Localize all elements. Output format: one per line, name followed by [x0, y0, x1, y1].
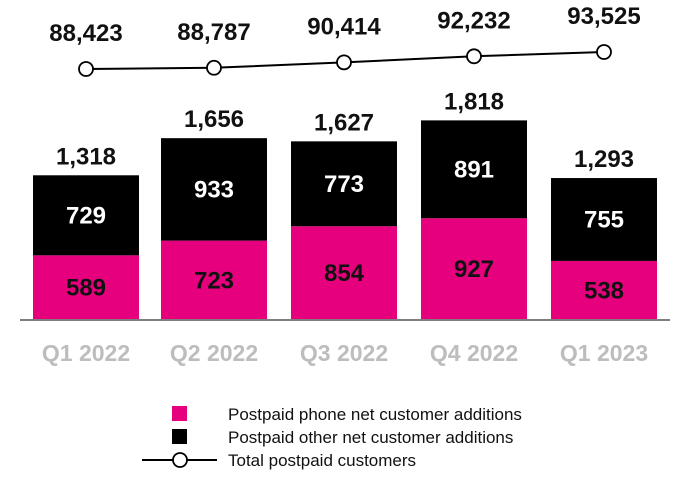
labels-layer: 589 729 1,318 Q1 2022 723 933 1,656 Q2 2022 854 7…: [42, 88, 648, 366]
bar-total-label-2: 1,656: [184, 106, 244, 133]
x-tick-label-1: Q1 2022: [42, 340, 130, 366]
bar-phone-5: [551, 260, 657, 320]
x-tick-label-4: Q4 2022: [430, 340, 518, 366]
bar-other-value-5: 755: [584, 206, 624, 233]
bar-other-1: [33, 175, 139, 256]
bar-other-value-3: 773: [324, 171, 364, 198]
legend-label-phone: Postpaid phone net customer additions: [228, 405, 522, 424]
total-postpaid-point-3: [336, 54, 352, 71]
total-postpaid-label-1: 88,423: [49, 20, 122, 47]
bar-phone-value-2: 723: [194, 267, 234, 294]
legend-label-other: Postpaid other net customer additions: [228, 428, 513, 447]
legend-swatch-other: [172, 429, 187, 444]
bar-phone-value-5: 538: [584, 277, 624, 304]
legend-swatch-phone: [172, 406, 187, 421]
bar-other-3: [291, 141, 397, 227]
bar-total-label-3: 1,627: [314, 109, 374, 136]
legend: Postpaid phone net customer additions Po…: [142, 405, 522, 470]
total-postpaid-label-3: 90,414: [307, 13, 381, 40]
x-tick-label-5: Q1 2023: [560, 340, 648, 366]
x-tick-label-3: Q3 2022: [300, 340, 388, 366]
bar-total-label-5: 1,293: [574, 146, 634, 173]
bar-other-4: [421, 120, 527, 219]
bar-phone-value-3: 854: [324, 260, 365, 287]
bar-phone-4: [421, 218, 527, 320]
bar-other-2: [161, 138, 267, 241]
total-postpaid-point-2: [206, 59, 222, 76]
total-postpaid-label-4: 92,232: [437, 7, 510, 34]
bar-phone-2: [161, 240, 267, 320]
bar-phone-value-4: 927: [454, 256, 494, 283]
legend-label-total: Total postpaid customers: [228, 451, 416, 470]
bar-phone-value-1: 589: [66, 275, 106, 302]
total-postpaid-point-5: [596, 44, 612, 60]
bar-total-label-4: 1,818: [444, 88, 504, 115]
bar-other-value-2: 933: [194, 176, 234, 203]
bar-other-value-4: 891: [454, 156, 494, 183]
bar-phone-3: [291, 226, 397, 320]
bar-other-value-1: 729: [66, 202, 106, 229]
total-postpaid-point-1: [78, 61, 94, 77]
bar-phone-1: [33, 255, 139, 320]
total-postpaid-label-5: 93,525: [567, 3, 640, 30]
total-postpaid-label-2: 88,787: [177, 19, 250, 46]
bar-total-label-1: 1,318: [56, 143, 116, 170]
x-tick-label-2: Q2 2022: [170, 340, 258, 366]
legend-line-marker: [172, 452, 188, 468]
bar-other-5: [551, 178, 657, 261]
bars-layer: [20, 120, 670, 321]
line-layer: 88,423 88,787 90,414 92,232 93,525: [49, 3, 641, 77]
total-postpaid-point-4: [466, 48, 482, 65]
